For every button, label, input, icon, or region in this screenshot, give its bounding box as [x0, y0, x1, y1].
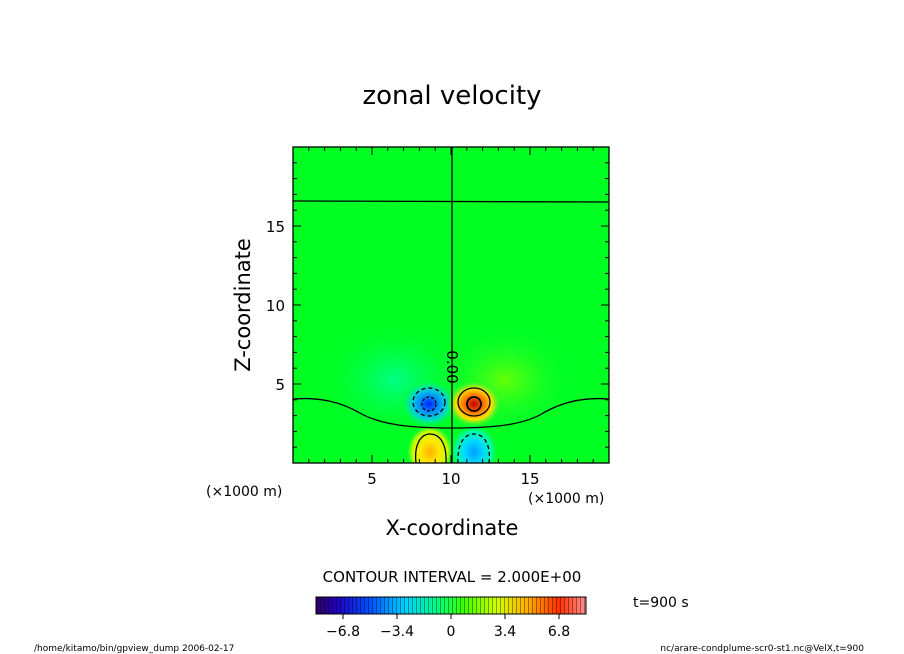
x-unit-label: (×1000 m): [528, 491, 604, 507]
negative-core-upper: [401, 380, 457, 428]
positive-core-upper: [446, 380, 502, 428]
axis-ticks: [293, 147, 609, 463]
colorbar-ticks: [342, 614, 560, 619]
contour-pos-outer: [457, 387, 491, 417]
zero-contour-lower: [293, 397, 609, 429]
colorbar-tick-label: 0: [447, 624, 456, 640]
colorbar-tick-labels: −6.8 −3.4 0 3.4 6.8: [326, 624, 570, 640]
colorbar-tick-label: −6.8: [326, 624, 360, 640]
x-tick-label: 5: [367, 470, 377, 488]
x-tick-labels: 5 10 15: [367, 470, 539, 488]
time-label: t=900 s: [633, 595, 689, 611]
y-unit-label: (×1000 m): [206, 484, 282, 500]
y-tick-label: 5: [275, 376, 285, 394]
colorbar: [315, 596, 587, 615]
contour-neg-inner: [421, 396, 437, 412]
colorbar-tick-label: −3.4: [380, 624, 414, 640]
contour-pos-lower: [414, 433, 447, 463]
colorbar-bands: [316, 597, 586, 614]
y-axis-label: Z-coordinate: [231, 238, 255, 372]
colorbar-tick-label: 6.8: [548, 624, 570, 640]
contour-interval-text: CONTOUR INTERVAL = 2.000E+00: [323, 568, 582, 586]
plot-area: [293, 147, 609, 463]
footer-right: nc/arare-condplume-scr0-st1.nc@VelX,t=90…: [660, 644, 864, 654]
negative-core-lower: [450, 424, 498, 463]
chart-title: zonal velocity: [362, 81, 541, 111]
y-tick-label: 10: [266, 297, 285, 315]
y-tick-labels: 5 10 15: [266, 218, 285, 394]
contour-neg-outer: [412, 387, 446, 417]
contour-lines: [293, 147, 609, 463]
x-tick-label: 10: [441, 470, 460, 488]
zero-contour-upper: [293, 200, 609, 203]
colorbar-tick-label: 3.4: [494, 624, 516, 640]
contour-pos-inner: [466, 396, 482, 412]
x-axis-label: X-coordinate: [386, 516, 519, 540]
positive-core-lower: [406, 424, 454, 463]
x-tick-label: 15: [520, 470, 539, 488]
contour-neg-lower: [457, 433, 491, 463]
y-tick-label: 15: [266, 218, 285, 236]
footer-left: /home/kitamo/bin/gpview_dump 2006-02-17: [34, 644, 234, 654]
contour-label: 0.00: [443, 350, 461, 383]
